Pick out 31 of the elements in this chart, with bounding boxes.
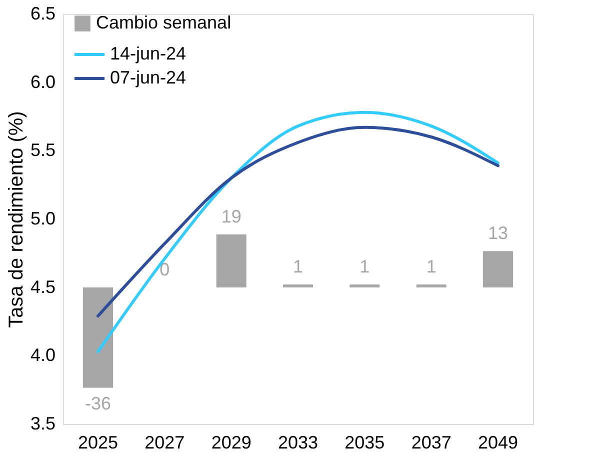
- y-tick-label: 6.0: [30, 72, 56, 92]
- y-tick-label: 6.5: [30, 4, 56, 24]
- data-label: 1: [360, 256, 370, 277]
- bar: [350, 284, 380, 288]
- x-tick-label: 2049: [478, 432, 518, 452]
- x-tick-label: 2033: [278, 432, 318, 452]
- y-axis-title: Tasa de rendimiento (%): [5, 111, 28, 328]
- x-tick-label: 2029: [211, 432, 252, 452]
- x-tick-label: 2037: [411, 432, 452, 452]
- data-label: 1: [292, 256, 304, 277]
- x-tick-label: 2035: [344, 432, 385, 452]
- data-label: 0: [160, 259, 170, 280]
- y-tick-label: 5.5: [30, 140, 56, 160]
- data-label: 19: [221, 206, 242, 226]
- bar: [83, 287, 113, 388]
- y-tick-label: 3.5: [30, 414, 56, 434]
- y-tick-label: 4.5: [30, 276, 56, 297]
- legend-label: 07-jun-24: [110, 68, 186, 88]
- legend-label: Cambio semanal: [96, 12, 232, 32]
- data-label: -36: [84, 394, 112, 414]
- bar: [283, 284, 313, 288]
- data-label: 13: [488, 223, 508, 244]
- x-tick-label: 2025: [78, 432, 118, 452]
- y-tick-label: 5.0: [30, 208, 56, 228]
- legend-label: 14-jun-24: [110, 44, 186, 64]
- y-tick-label: 4.0: [30, 345, 56, 366]
- bar: [483, 251, 513, 288]
- bar: [416, 284, 446, 288]
- bar: [216, 234, 246, 288]
- data-label: 1: [426, 256, 436, 277]
- x-tick-label: 2027: [144, 432, 185, 452]
